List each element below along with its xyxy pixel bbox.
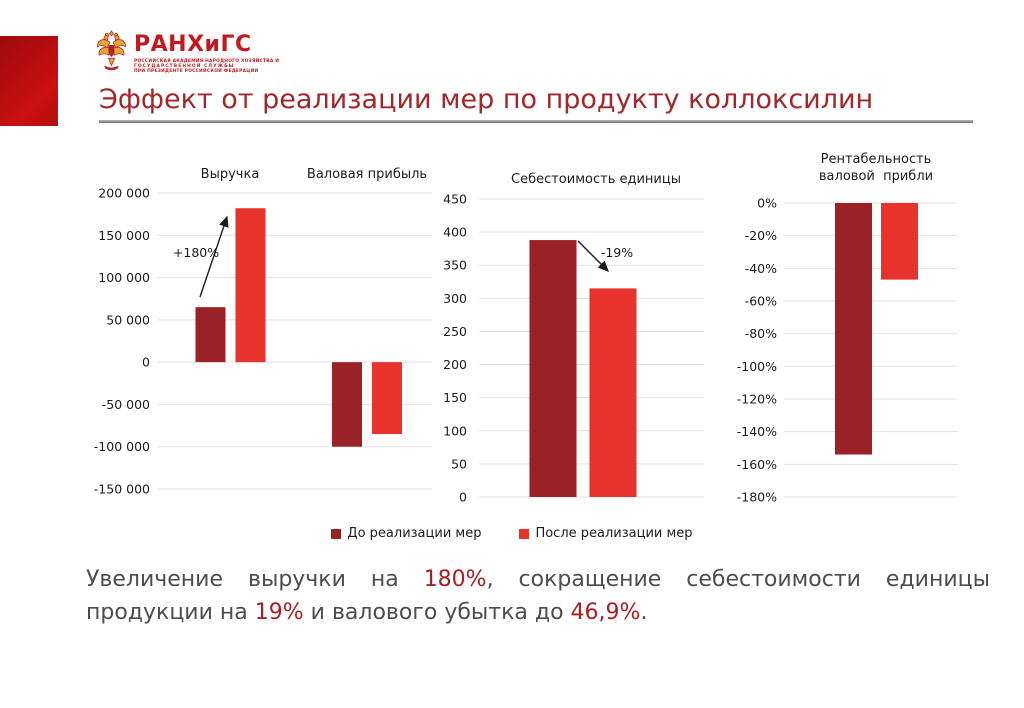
summary-line-1: Увеличение выручки на 180%, сокращение с… [86,563,990,596]
y-tick-label: -160% [737,457,777,472]
chart-title-gross-profit: Валовая прибыль [306,167,428,182]
y-tick-label: -100% [737,359,777,374]
page-title: Эффект от реализации мер по продукту кол… [99,84,874,115]
annotation-label: +180% [173,245,219,260]
y-tick-label: 150 [443,390,467,405]
summary-segment: и валового убытка до [303,600,571,625]
bar-before [835,203,872,455]
y-tick-label: 400 [443,225,467,240]
bar-before [529,240,577,497]
logo-subtitle-line: ГОСУДАРСТВЕННОЙ СЛУЖБЫ [134,64,235,70]
legend-label-after: После реализации мер [535,526,693,541]
annotation-arrow [199,215,229,298]
bar-after [589,288,637,497]
y-tick-label: -180% [737,490,777,505]
title-underline [99,120,973,123]
summary-text: Увеличение выручки на 180%, сокращение с… [86,563,990,629]
y-tick-label: 50 [451,456,467,471]
bar-after [372,362,402,435]
annotation-arrow [577,240,609,272]
logo-subtitle-line: ПРИ ПРЕЗИДЕНТЕ РОССИЙСКОЙ ФЕДЕРАЦИИ [134,69,259,75]
legend-item-after: После реализации мер [519,526,693,541]
y-tick-label: -80% [745,326,777,341]
y-tick-label: -150 000 [94,482,150,497]
ranepa-logo: РАНХиГС РОССИЙСКАЯ АКАДЕМИЯ НАРОДНОГО ХО… [96,29,279,75]
y-tick-label: -100 000 [94,439,150,454]
annotation-label: -19% [601,245,633,260]
y-tick-label: -40% [745,261,777,276]
left-accent-block [0,36,58,126]
ranepa-emblem-icon [97,30,126,71]
y-tick-label: 350 [443,258,467,273]
y-tick-label: -20% [745,228,777,243]
summary-highlight: 19% [254,600,304,625]
summary-line-2: продукции на 19% и валового убытка до 46… [86,596,990,629]
bar-before [195,307,226,363]
summary-highlight: 46,9% [570,600,641,625]
logo-subtitle: РОССИЙСКАЯ АКАДЕМИЯ НАРОДНОГО ХОЗЯЙСТВА … [134,59,279,75]
legend-swatch-before-icon [331,528,342,539]
y-tick-label: -120% [737,392,777,407]
y-tick-label: -140% [737,424,777,439]
y-tick-label: -50 000 [102,397,150,412]
logo-subtitle-line: РОССИЙСКАЯ АКАДЕМИЯ НАРОДНОГО ХОЗЯЙСТВА … [134,59,280,64]
y-tick-label: 250 [443,324,467,339]
logo-wordmark: РАНХиГС [134,32,252,57]
y-tick-label: 450 [443,192,467,207]
summary-segment: , сокращение себестоимости единицы [486,567,990,592]
legend-swatch-after-icon [519,528,530,539]
y-tick-label: 100 [443,423,467,438]
bar-after [881,203,918,280]
summary-segment: Увеличение выручки на [86,567,424,592]
y-tick-label: 200 [443,357,467,372]
y-tick-label: 50 000 [106,312,150,327]
chart-title-unit-cost: Себестоимость единицы [511,172,681,187]
summary-segment: . [640,600,648,625]
chart-title-revenue: Выручка [200,167,260,182]
y-tick-label: 0 [459,490,467,505]
y-tick-label: 0 [142,355,150,370]
y-tick-label: 0% [757,196,777,211]
chart-title-profitability: Рентабельность валовой прибли [818,152,934,184]
charts-canvas: 200 000 150 000 100 000 50 000 0 -50 000 -100 … [94,186,957,505]
y-tick-label: 200 000 [98,186,150,201]
summary-highlight: 180% [423,567,487,592]
y-tick-label: -60% [745,294,777,309]
bar-before [332,362,362,447]
bar-after [235,208,266,363]
y-tick-label: 100 000 [98,270,150,285]
y-tick-label: 150 000 [98,228,150,243]
legend-label-before: До реализации мер [347,526,482,541]
logo-text: РАНХиГС РОССИЙСКАЯ АКАДЕМИЯ НАРОДНОГО ХО… [134,29,279,75]
chart-legend: До реализации мер После реализации мер [0,526,1024,541]
y-tick-label: 300 [443,291,467,306]
summary-segment: продукции на [86,600,255,625]
legend-item-before: До реализации мер [331,526,481,541]
